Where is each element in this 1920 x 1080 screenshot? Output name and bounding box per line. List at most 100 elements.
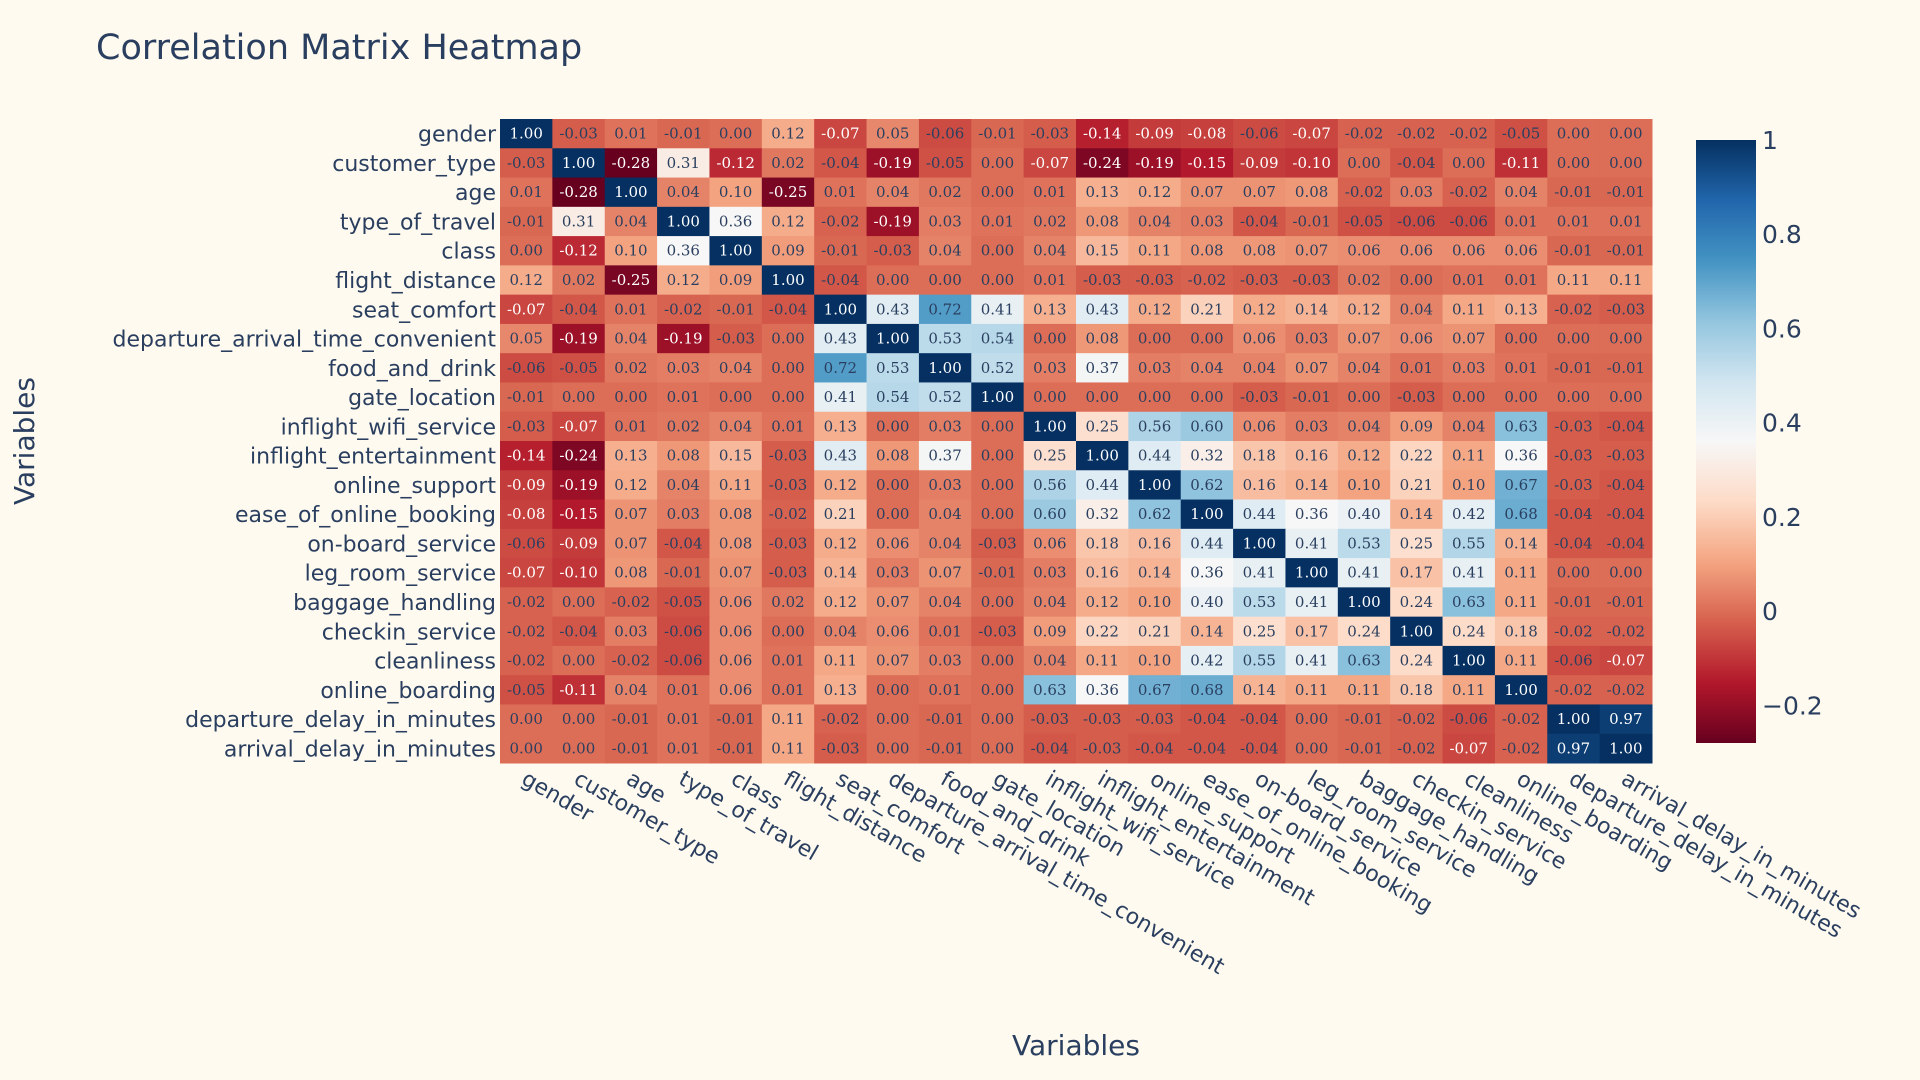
heatmap-cell (1547, 265, 1601, 296)
cell-value-label: -0.01 (612, 739, 650, 757)
heatmap-cell (866, 353, 920, 383)
cell-value-label: -0.03 (507, 417, 545, 435)
heatmap-cell (1233, 499, 1286, 530)
heatmap-cell (1599, 470, 1653, 501)
heatmap-cell (1128, 587, 1182, 618)
heatmap-cell (1076, 119, 1129, 149)
heatmap-cell (1337, 441, 1391, 471)
heatmap-cell (866, 616, 920, 647)
cell-value-label: 0.44 (1190, 534, 1223, 552)
heatmap-cell (657, 353, 710, 383)
cell-value-label: 0.24 (1347, 622, 1380, 640)
cell-value-label: 0.11 (1504, 564, 1537, 582)
heatmap-cell (814, 441, 868, 471)
cell-value-label: 0.53 (1347, 534, 1380, 552)
heatmap-cell (709, 323, 763, 354)
heatmap-cell (552, 441, 606, 471)
heatmap-cell (1076, 411, 1129, 442)
cell-value-label: 0.00 (562, 593, 595, 611)
cell-value-label: -0.01 (978, 564, 1016, 582)
cell-value-label: 0.00 (876, 710, 909, 728)
heatmap-cell (1285, 587, 1339, 618)
heatmap-cell (1547, 177, 1601, 208)
cell-value-label: 0.00 (981, 710, 1014, 728)
heatmap-cell (971, 733, 1025, 764)
cell-value-label: 0.06 (1452, 242, 1485, 260)
cell-value-label: 0.00 (1400, 271, 1433, 289)
heatmap-cell (1547, 704, 1601, 735)
cell-value-label: 0.12 (824, 476, 857, 494)
cell-value-label: -0.05 (1345, 212, 1383, 230)
heatmap-cell (1337, 616, 1391, 647)
cell-value-label: 0.03 (1033, 359, 1066, 377)
cell-value-label: 0.97 (1557, 739, 1590, 757)
heatmap-cell (604, 294, 658, 325)
cell-value-label: 0.07 (876, 593, 909, 611)
cell-value-label: -0.02 (1188, 271, 1226, 289)
cell-value-label: 0.04 (614, 212, 647, 230)
cell-value-label: 0.04 (928, 593, 961, 611)
cell-value-label: 0.00 (981, 447, 1014, 465)
heatmap-cell (1547, 148, 1601, 179)
cell-value-label: 0.36 (667, 242, 700, 260)
heatmap-cell (1233, 148, 1286, 179)
heatmap-cell (761, 236, 815, 266)
cell-value-label: -0.02 (821, 212, 859, 230)
heatmap-cell (500, 616, 553, 647)
cell-value-label: -0.03 (873, 242, 911, 260)
heatmap-cell (866, 675, 920, 705)
heatmap-cell (1547, 470, 1601, 501)
heatmap-cell (761, 528, 815, 559)
cell-value-label: 0.00 (981, 271, 1014, 289)
heatmap-cell (866, 236, 920, 266)
cell-value-label: 0.03 (1138, 359, 1171, 377)
cell-value-label: -0.02 (507, 593, 545, 611)
heatmap-cell (500, 177, 553, 208)
heatmap-cell (500, 645, 553, 676)
heatmap-cell (1285, 382, 1339, 413)
heatmap-cell (1076, 323, 1129, 354)
heatmap-cell (1390, 645, 1444, 676)
heatmap-cell (1599, 645, 1653, 676)
cell-value-label: 0.44 (1085, 476, 1118, 494)
heatmap-cell (709, 704, 763, 735)
heatmap-cell (761, 148, 815, 179)
heatmap-cell (814, 382, 868, 413)
cell-value-label: 0.72 (928, 300, 961, 318)
cell-value-label: -0.01 (1292, 212, 1330, 230)
cell-value-label: -0.03 (559, 125, 597, 143)
heatmap-cell (1285, 441, 1339, 471)
cell-value-label: 0.11 (1452, 300, 1485, 318)
cell-value-label: 0.14 (1504, 534, 1537, 552)
cell-value-label: 0.00 (876, 505, 909, 523)
cell-value-label: 0.25 (1400, 534, 1433, 552)
cell-value-label: 0.01 (1033, 271, 1066, 289)
cell-value-label: -0.06 (1240, 125, 1278, 143)
colorbar-tick-label: 0.8 (1762, 220, 1802, 249)
heatmap-cell (1128, 558, 1182, 588)
cell-value-label: 0.41 (1295, 593, 1328, 611)
cell-value-label: 1.00 (1400, 622, 1433, 640)
cell-value-label: -0.25 (769, 183, 807, 201)
heatmap-cell (1337, 733, 1391, 764)
heatmap-cell (1442, 733, 1496, 764)
cell-value-label: -0.04 (1240, 739, 1278, 757)
cell-value-label: 0.01 (771, 652, 804, 670)
cell-value-label: 0.12 (1347, 300, 1380, 318)
cell-value-label: 1.00 (562, 154, 595, 172)
heatmap-cell (1285, 265, 1339, 296)
heatmap-cell (1599, 558, 1653, 588)
cell-value-label: 0.04 (667, 183, 700, 201)
cell-value-label: 0.10 (719, 183, 752, 201)
cell-value-label: 0.13 (1033, 300, 1066, 318)
heatmap-cell (1547, 119, 1601, 149)
heatmap-cell (657, 704, 710, 735)
cell-value-label: 0.00 (981, 652, 1014, 670)
heatmap-cell (1547, 323, 1601, 354)
cell-value-label: -0.01 (1607, 242, 1645, 260)
heatmap-cell (1180, 645, 1234, 676)
cell-value-label: 1.00 (667, 212, 700, 230)
cell-value-label: 0.03 (876, 564, 909, 582)
cell-value-label: 0.09 (719, 271, 752, 289)
heatmap-cell (1390, 675, 1444, 705)
